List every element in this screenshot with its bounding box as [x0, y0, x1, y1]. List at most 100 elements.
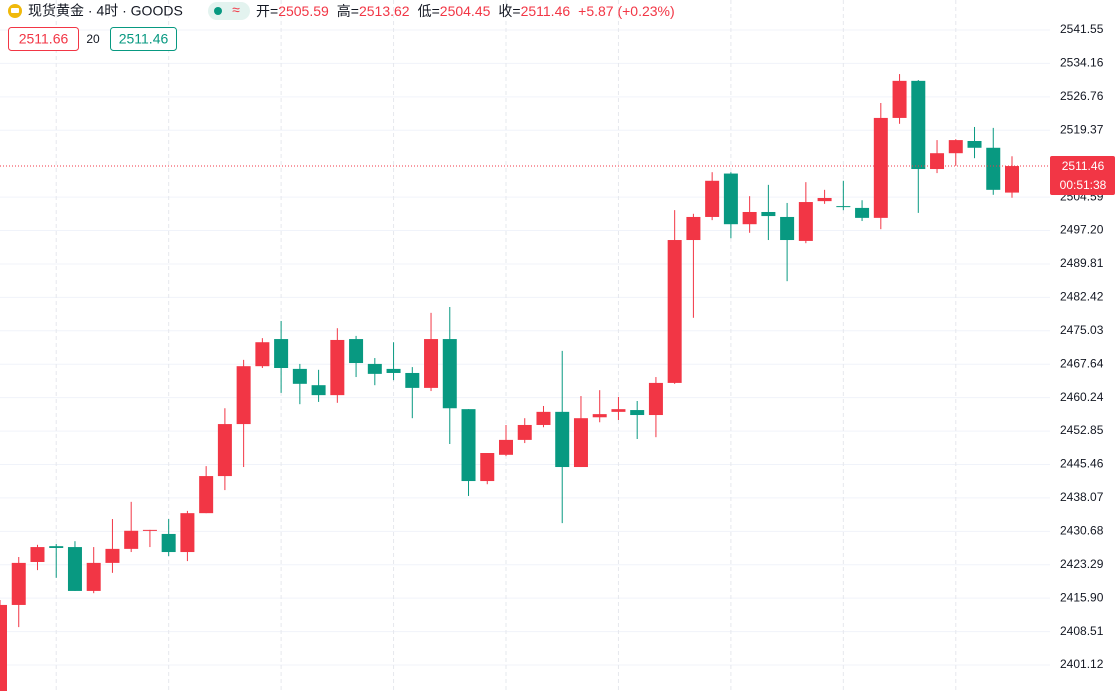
candle-body — [780, 216, 795, 241]
y-tick-label: 2430.68 — [1060, 524, 1104, 538]
candle-body — [424, 339, 439, 388]
bid-price: 2511.46 — [119, 31, 169, 47]
candle-body — [836, 206, 851, 208]
candle-body — [386, 368, 401, 373]
y-tick-label: 2519.37 — [1060, 122, 1104, 136]
candle-body — [236, 366, 251, 425]
candle-body — [199, 476, 214, 514]
y-tick-label: 2467.64 — [1060, 356, 1104, 370]
ohlc-label: 高= — [337, 3, 359, 19]
candle-body — [892, 80, 907, 118]
y-tick-label: 2460.24 — [1060, 390, 1104, 404]
candle-body — [686, 216, 701, 241]
candle-body — [161, 533, 176, 553]
candle-body — [761, 211, 776, 217]
header: 现货黄金 · 4时 · GOODS ≈ 开=2505.59 高=2513.62 低=… — [8, 2, 675, 51]
ohlc-label: 低= — [418, 3, 440, 19]
candle-body — [180, 513, 195, 553]
y-tick-label: 2408.51 — [1060, 624, 1104, 638]
candle-body — [817, 197, 832, 202]
candle-body — [930, 153, 945, 170]
candle-body — [30, 547, 45, 562]
ohlc-value: 2511.46 — [521, 3, 571, 19]
candle-body — [986, 147, 1001, 190]
candle-body — [105, 548, 120, 563]
candle-body — [461, 409, 476, 482]
candle-body — [667, 240, 682, 383]
ohlc-value: 2513.62 — [359, 3, 410, 19]
y-tick-label: 2423.29 — [1060, 557, 1104, 571]
y-tick-label: 2401.12 — [1060, 657, 1104, 671]
price-axis: 2401.12 2408.51 2415.90 2423.29 2430.68 2438.… — [1050, 22, 1115, 671]
price-tag-countdown: 00:51:38 — [1060, 178, 1107, 192]
grid — [0, 0, 1050, 691]
candle-body — [405, 372, 420, 388]
candle-body — [705, 180, 720, 217]
candle-body — [648, 382, 663, 416]
change: +5.87 (+0.23%) — [578, 3, 675, 19]
candle-body — [349, 339, 364, 364]
y-tick-label: 2526.76 — [1060, 89, 1104, 103]
y-tick-label: 2534.16 — [1060, 56, 1104, 70]
y-tick-label: 2445.46 — [1060, 457, 1104, 471]
symbol-icon-bar — [11, 8, 19, 13]
candle-body — [723, 173, 738, 225]
ohlc-label: 收= — [498, 3, 520, 19]
candles — [0, 74, 1050, 691]
y-tick-label: 2438.07 — [1060, 490, 1104, 504]
candle-body — [555, 411, 570, 468]
ohlc-label: 开= — [256, 3, 278, 19]
candle-body — [0, 604, 7, 691]
candle-body — [1005, 166, 1019, 193]
candle-body — [611, 409, 626, 412]
status-pill[interactable] — [208, 2, 250, 20]
candle-body — [367, 363, 382, 374]
candle-body — [911, 80, 926, 170]
price-tag-value: 2511.46 — [1062, 159, 1105, 173]
bid-box[interactable] — [110, 27, 177, 51]
candle-body — [86, 562, 101, 591]
candle-body — [142, 529, 157, 531]
candle-body — [499, 439, 513, 455]
candle-body — [124, 530, 139, 549]
y-tick-label: 2475.03 — [1060, 323, 1104, 337]
y-tick-label: 2482.42 — [1060, 290, 1104, 304]
y-tick-label: 2489.81 — [1060, 256, 1104, 270]
candle-body — [948, 140, 963, 154]
price-tag — [1050, 156, 1115, 196]
candle-body — [855, 207, 870, 218]
candle-body — [292, 368, 307, 384]
status-icon: ≈ — [232, 2, 240, 18]
y-tick-label: 2541.55 — [1060, 22, 1104, 36]
spread: 20 — [86, 32, 100, 46]
candle-body — [311, 385, 326, 396]
candle-body — [592, 414, 607, 418]
candle-body — [873, 117, 888, 218]
ask-price: 2511.66 — [19, 31, 69, 47]
candle-body — [517, 424, 532, 440]
candle-body — [536, 411, 551, 425]
candle-body — [67, 547, 82, 591]
ohlc-legend: 开=2505.59 高=2513.62 低=2504.45 收=2511.46 +5.8… — [256, 3, 675, 19]
candle-body — [11, 562, 26, 605]
y-tick-label: 2497.20 — [1060, 223, 1104, 237]
candle-body — [480, 453, 495, 482]
symbol[interactable]: 现货黄金 · 4时 · GOODS — [28, 3, 183, 19]
candle-body — [573, 418, 588, 468]
ask-box[interactable] — [8, 27, 79, 51]
ohlc-value: 2505.59 — [278, 3, 329, 19]
candle-body — [798, 202, 813, 241]
status-dot — [214, 7, 222, 15]
candle-body — [742, 211, 757, 225]
y-tick-label: 2452.85 — [1060, 423, 1104, 437]
candle-body — [49, 546, 64, 548]
candle-body — [442, 339, 457, 409]
ohlc-value: 2504.45 — [440, 3, 491, 19]
candle-body — [255, 342, 270, 367]
candle-body — [630, 410, 645, 416]
y-tick-label: 2415.90 — [1060, 590, 1104, 604]
candle-body — [330, 339, 345, 396]
